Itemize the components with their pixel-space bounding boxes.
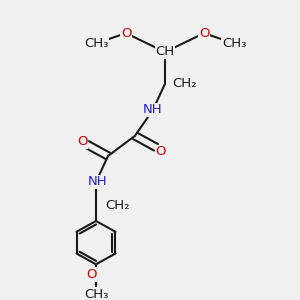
- Text: NH: NH: [88, 176, 107, 188]
- Text: CH₂: CH₂: [105, 199, 130, 212]
- Text: O: O: [86, 268, 97, 281]
- Text: NH: NH: [143, 103, 163, 116]
- Text: CH₃: CH₃: [84, 288, 108, 300]
- Text: O: O: [199, 27, 209, 40]
- Text: O: O: [155, 145, 166, 158]
- Text: CH₃: CH₃: [222, 37, 246, 50]
- Text: CH₂: CH₂: [172, 77, 197, 90]
- Text: O: O: [77, 135, 88, 148]
- Text: O: O: [121, 27, 131, 40]
- Text: CH: CH: [155, 46, 175, 59]
- Text: CH₃: CH₃: [84, 37, 108, 50]
